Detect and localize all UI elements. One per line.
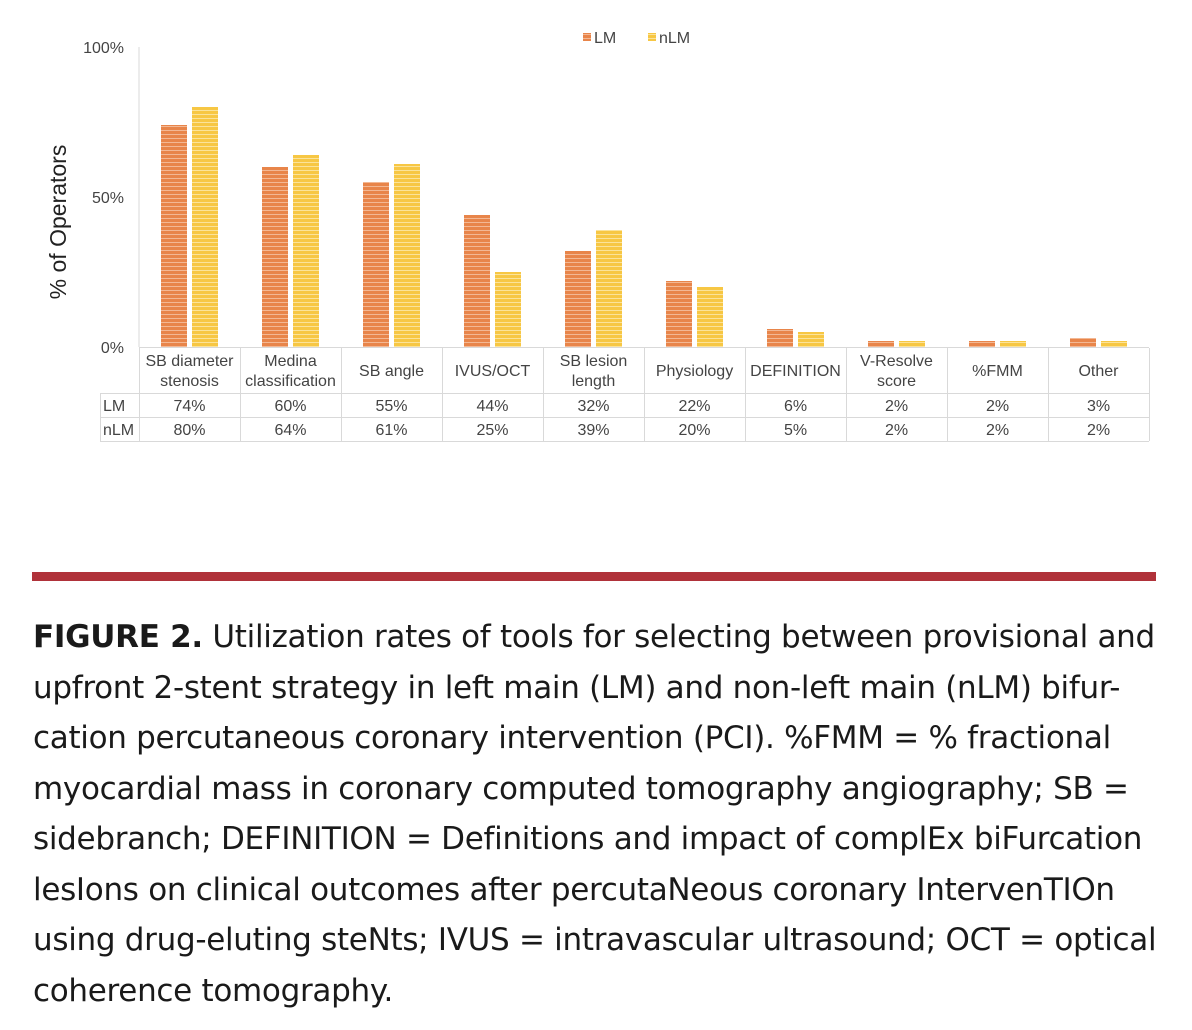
- data-label-LM: 2%: [986, 398, 1009, 415]
- bar-LM: [666, 281, 692, 347]
- data-label-LM: 2%: [885, 398, 908, 415]
- data-label-LM: 55%: [375, 398, 407, 415]
- category-label: IVUS/OCT: [455, 363, 531, 380]
- y-axis-label: % of Operators: [45, 145, 71, 300]
- figure-caption: FIGURE 2. Utilization rates of tools for…: [33, 612, 1173, 1016]
- data-label-LM: 60%: [274, 398, 306, 415]
- data-label-LM: 74%: [173, 398, 205, 415]
- bar-chart: % of Operators 0% 50% 100% LM nLM SB diameter…: [45, 30, 1150, 442]
- bar-nLM: [697, 287, 723, 347]
- bar-nLM: [192, 107, 218, 347]
- bar-LM: [464, 215, 490, 347]
- bar-LM: [565, 251, 591, 347]
- data-label-nLM: 25%: [476, 422, 508, 439]
- legend-label-nLM: nLM: [659, 30, 690, 47]
- bar-LM: [969, 341, 995, 347]
- data-label-LM: 6%: [784, 398, 807, 415]
- category-label: score: [877, 373, 916, 390]
- data-label-nLM: 39%: [577, 422, 609, 439]
- bar-nLM: [495, 272, 521, 347]
- caption-line: myocardial mass in coronary computed tom…: [33, 770, 1129, 807]
- caption-line: sidebranch; DEFINITION = Definitions and…: [33, 821, 1143, 857]
- legend-swatch-nLM: [648, 33, 656, 41]
- bar-LM: [161, 125, 187, 347]
- table-series-label: LM: [103, 398, 125, 415]
- data-label-LM: 32%: [577, 398, 609, 415]
- data-label-nLM: 64%: [274, 422, 306, 439]
- bar-nLM: [1101, 341, 1127, 347]
- category-label: Physiology: [656, 363, 733, 380]
- bar-LM: [767, 329, 793, 347]
- y-tick-label: 50%: [92, 190, 124, 207]
- category-label: SB diameter: [145, 353, 234, 370]
- category-label: Medina: [264, 353, 317, 370]
- y-tick-label: 100%: [83, 40, 124, 57]
- figure-label: FIGURE 2.: [33, 619, 203, 655]
- caption-line: upfront 2-stent strategy in left main (L…: [33, 669, 1121, 706]
- caption-line: lesIons on clinical outcomes after percu…: [33, 871, 1115, 908]
- data-label-nLM: 2%: [885, 422, 908, 439]
- bar-nLM: [798, 332, 824, 347]
- bar-nLM: [394, 164, 420, 347]
- legend-label-LM: LM: [594, 30, 616, 47]
- divider-rule: [32, 572, 1156, 581]
- bar-LM: [1070, 338, 1096, 347]
- bar-LM: [363, 182, 389, 347]
- bar-nLM: [293, 155, 319, 347]
- data-label-nLM: 2%: [986, 422, 1009, 439]
- data-label-LM: 3%: [1087, 398, 1110, 415]
- category-label: V-Resolve: [860, 353, 933, 370]
- data-label-LM: 22%: [678, 398, 710, 415]
- category-label: classification: [245, 373, 336, 390]
- category-label: stenosis: [160, 373, 219, 390]
- bar-nLM: [596, 230, 622, 347]
- category-label: SB lesion: [560, 353, 628, 370]
- bar-nLM: [1000, 341, 1026, 347]
- data-label-nLM: 80%: [173, 422, 205, 439]
- bar-LM: [868, 341, 894, 347]
- caption-line: coherence tomography.: [33, 972, 393, 1009]
- category-label: DEFINITION: [750, 363, 841, 380]
- table-series-label: nLM: [103, 422, 134, 439]
- caption-line: cation percutaneous coronary interventio…: [33, 720, 1111, 756]
- caption-line: FIGURE 2. Utilization rates of tools for…: [33, 619, 1155, 655]
- bar-nLM: [899, 341, 925, 347]
- legend-swatch-LM: [583, 33, 591, 41]
- category-label: SB angle: [359, 363, 424, 380]
- bar-LM: [262, 167, 288, 347]
- data-label-nLM: 5%: [784, 422, 807, 439]
- caption-line: using drug-eluting steNts; IVUS = intrav…: [33, 922, 1157, 958]
- data-label-nLM: 61%: [375, 422, 407, 439]
- y-tick-label: 0%: [101, 340, 124, 357]
- category-label: Other: [1078, 363, 1119, 380]
- data-label-nLM: 2%: [1087, 422, 1110, 439]
- category-label: %FMM: [972, 363, 1023, 380]
- category-label: length: [572, 373, 616, 390]
- data-label-nLM: 20%: [678, 422, 710, 439]
- data-label-LM: 44%: [476, 398, 508, 415]
